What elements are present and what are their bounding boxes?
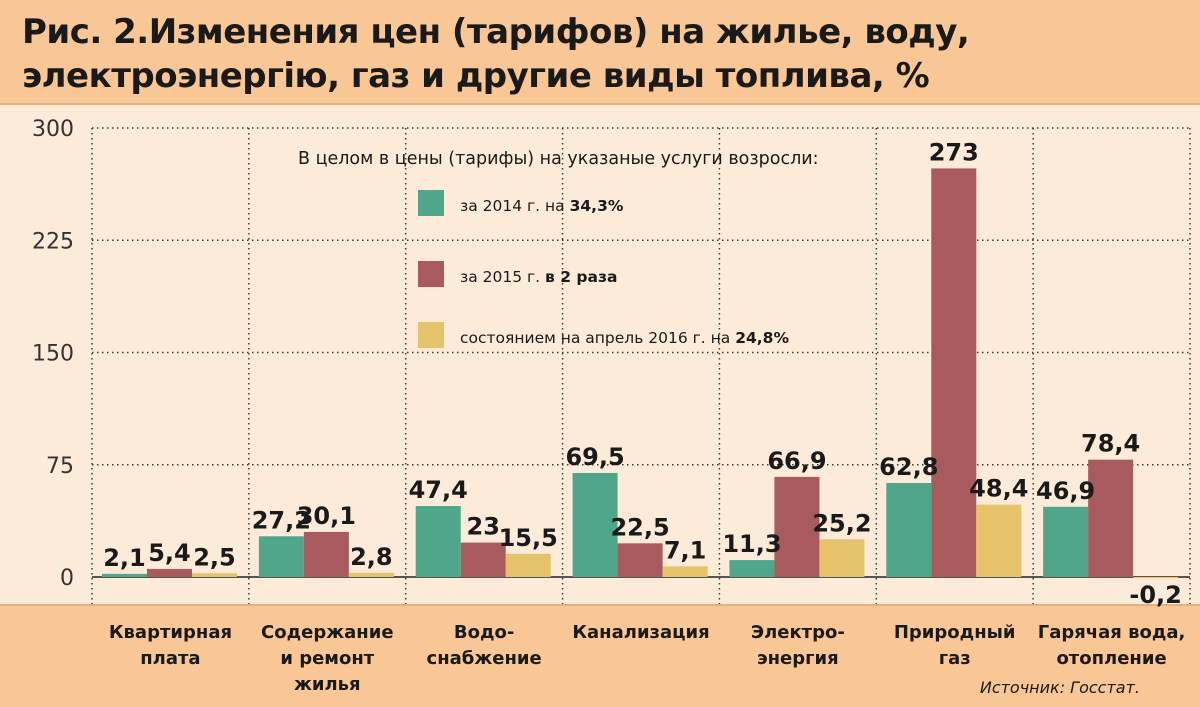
data-label: 2,8 [350, 543, 393, 571]
bar [1133, 577, 1179, 579]
data-label: 2,5 [193, 543, 236, 571]
category-label: отопление [1056, 648, 1166, 669]
legend-heading: В целом в цены (тарифы) на указаные услу… [298, 149, 819, 169]
bar [662, 566, 708, 577]
data-labels: 2,1 27,2 47,4 69,5 11,3 62,8 46,9 5,4 30,1 23 22,5… [103, 138, 1182, 609]
bar [774, 476, 820, 577]
data-label: 27,2 [252, 506, 311, 534]
data-label: 2,1 [103, 544, 146, 572]
bar [572, 472, 618, 577]
category-label: Природный [894, 622, 1016, 643]
bar [931, 168, 977, 577]
category-band [0, 604, 1200, 707]
data-label: 78,4 [1081, 430, 1140, 458]
bar [1088, 459, 1134, 577]
data-label: 62,8 [879, 453, 938, 481]
category-label: и ремонт [280, 648, 374, 669]
data-label: 5,4 [148, 539, 191, 567]
category-label: Водо- [454, 622, 514, 643]
y-axis-ticks: 0 75 150 225 300 [32, 117, 74, 591]
legend-label: состоянием на апрель 2016 г. на 24,8% [460, 329, 789, 347]
legend-label: за 2015 г. в 2 раза [460, 268, 617, 286]
chart-title: Рис. 2.Изменения цен (тарифов) на жилье,… [22, 12, 970, 96]
category-label: Содержание [261, 622, 394, 643]
bar [1043, 506, 1089, 577]
category-label: плата [140, 648, 200, 669]
data-label: 15,5 [499, 524, 558, 552]
data-label: 22,5 [610, 513, 669, 541]
data-label: 69,5 [565, 443, 624, 471]
category-label: жилья [294, 674, 361, 695]
category-label: Канализация [572, 622, 709, 643]
y-tick-label: 150 [32, 342, 74, 367]
bars [102, 168, 1179, 579]
bar [819, 539, 865, 577]
data-label: 46,9 [1036, 477, 1095, 505]
bar [976, 504, 1022, 577]
bar [617, 543, 663, 577]
bar [415, 506, 461, 577]
category-label: газ [939, 648, 971, 669]
category-label: Квартирная [109, 622, 232, 643]
category-label: Гарячая вода, [1038, 622, 1186, 643]
bar [460, 542, 506, 577]
data-label: 7,1 [664, 536, 707, 564]
data-label: 48,4 [969, 475, 1028, 503]
bar [886, 483, 932, 577]
source-note: Источник: Госстат. [979, 678, 1140, 697]
y-tick-label: 75 [46, 454, 74, 479]
category-label: Электро- [751, 622, 845, 643]
bar [729, 560, 775, 577]
data-label: 273 [929, 138, 979, 166]
category-labels: Квартирная плата Содержание и ремонт жилья Во… [109, 622, 1186, 695]
data-label: 25,2 [812, 509, 871, 537]
y-tick-label: 225 [32, 229, 74, 254]
legend-swatch [418, 261, 444, 287]
category-label: энергия [757, 648, 839, 669]
data-label: -0,2 [1129, 581, 1181, 609]
data-label: 11,3 [722, 530, 781, 558]
y-tick-label: 0 [60, 566, 74, 591]
bar [147, 568, 192, 577]
legend-swatch [418, 190, 444, 216]
data-label: 66,9 [767, 447, 826, 475]
y-tick-label: 300 [32, 117, 74, 142]
legend-label: за 2014 г. на 34,3% [460, 197, 624, 215]
legend-swatch [418, 322, 444, 348]
title-band [0, 0, 1200, 105]
bar [102, 573, 147, 577]
category-label: снабжение [427, 648, 542, 669]
bar [303, 531, 349, 577]
data-label: 23 [467, 513, 500, 541]
data-label: 30,1 [297, 502, 356, 530]
data-label: 47,4 [409, 476, 468, 504]
legend: В целом в цены (тарифы) на указаные услу… [298, 149, 819, 348]
bar [348, 572, 394, 577]
bar [192, 573, 237, 577]
bar [258, 536, 304, 577]
bar [505, 553, 551, 577]
